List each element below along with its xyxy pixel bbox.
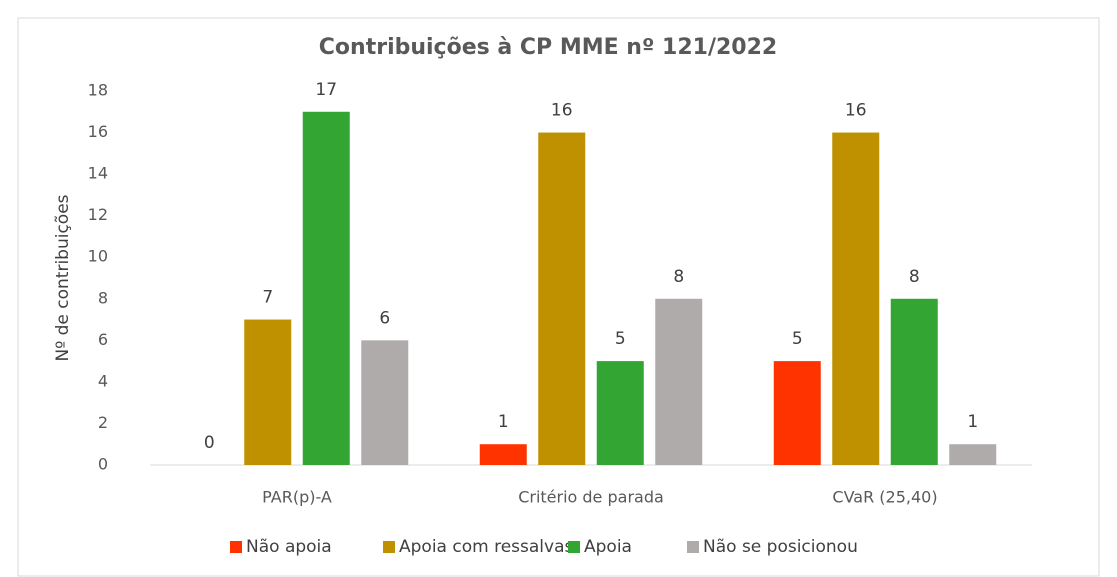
legend-swatch [568,541,580,553]
data-label: 7 [262,288,273,308]
data-label: 5 [615,329,626,349]
legend-label: Apoia [584,537,632,557]
data-label: 0 [204,433,215,453]
bar [890,298,938,465]
legend-swatch [230,541,242,553]
chart-title: Contribuições à CP MME nº 121/2022 [319,35,777,60]
bar [302,111,350,466]
data-label: 16 [551,101,573,121]
bar [538,132,586,466]
y-tick-label: 14 [88,164,108,183]
legend-label: Não se posicionou [703,537,858,557]
y-axis-label: Nº de contribuições [53,194,73,361]
y-tick-label: 6 [98,330,108,349]
x-tick-label: PAR(p)-A [262,488,332,507]
bar [479,444,527,465]
legend-swatch [383,541,395,553]
bar [773,361,821,465]
data-label: 6 [379,308,390,328]
data-label: 17 [315,80,337,100]
y-tick-label: 10 [88,247,108,266]
bar [596,361,644,465]
bar [832,132,880,466]
bar [244,319,292,465]
y-tick-label: 8 [98,288,108,307]
data-label: 16 [845,101,867,121]
legend-label: Não apoia [246,537,332,557]
y-tick-label: 12 [88,205,108,224]
bar [361,340,409,465]
data-label: 1 [498,412,509,432]
x-tick-label: CVaR (25,40) [832,488,937,507]
x-tick-label: Critério de parada [518,488,664,507]
data-label: 1 [967,412,978,432]
data-label: 5 [792,329,803,349]
data-label: 8 [673,267,684,287]
y-tick-label: 0 [98,455,108,474]
y-tick-label: 2 [98,413,108,432]
bar [949,444,997,465]
legend-swatch [687,541,699,553]
legend-label: Apoia com ressalvas [399,537,573,557]
bar [655,298,703,465]
y-tick-label: 4 [98,371,108,390]
data-label: 8 [909,267,920,287]
y-tick-label: 16 [88,122,108,141]
y-tick-label: 18 [88,81,108,100]
